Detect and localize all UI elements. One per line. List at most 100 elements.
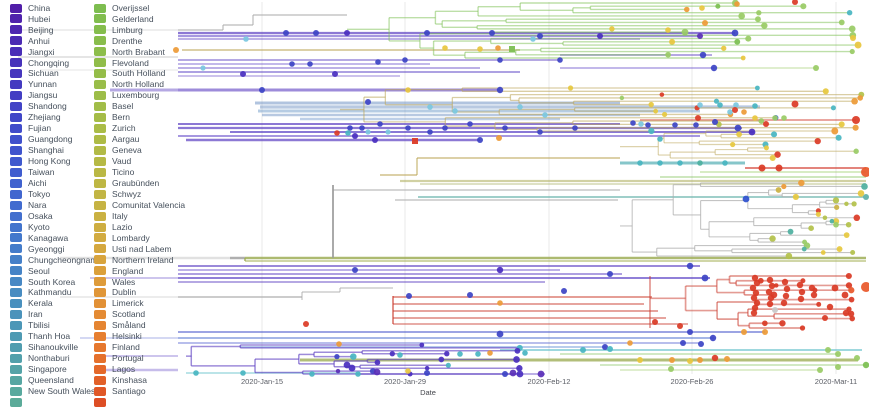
tree-tip[interactable] [766,300,774,308]
tree-tip[interactable] [497,300,503,306]
tree-tip[interactable] [848,25,856,33]
tree-tip[interactable] [697,102,703,108]
tree-tip[interactable] [787,228,794,235]
tree-tip[interactable] [748,128,756,136]
legend-item-south-holland[interactable]: South Holland [94,68,165,79]
tree-tip[interactable] [374,359,381,366]
tree-tip[interactable] [850,250,856,256]
tree-tip[interactable] [522,350,528,356]
tree-tip[interactable] [838,19,845,26]
tree-tip[interactable] [816,301,822,307]
legend-item-luxembourg[interactable]: Luxembourg [94,90,159,101]
tree-tip[interactable] [424,370,430,376]
tree-tip[interactable] [702,20,708,26]
tree-tip[interactable] [850,35,856,41]
tree-tip[interactable] [537,33,543,39]
tree-tip[interactable] [334,130,340,136]
legend-item-iran[interactable]: Iran [10,309,43,320]
tree-tip[interactable] [336,341,342,347]
legend-item-kanagawa[interactable]: Kanagawa [10,232,68,243]
legend-item-china[interactable]: China [10,3,50,14]
tree-tip[interactable] [509,369,517,377]
tree-tip[interactable] [758,118,765,124]
tree-tip[interactable] [846,9,853,16]
tree-tip[interactable] [477,46,483,52]
tree-tip[interactable] [799,325,806,331]
tree-tip[interactable] [389,351,395,357]
tree-tip[interactable] [853,214,861,222]
legend-item-col2-partial[interactable] [94,397,106,407]
tree-tip[interactable] [365,129,371,135]
tree-tip[interactable] [332,71,338,77]
tree-tip[interactable] [684,6,690,13]
tree-tip[interactable] [677,160,683,166]
tree-tip[interactable] [841,291,849,299]
tree-tip[interactable] [609,26,615,32]
tree-tip[interactable] [442,125,448,131]
tree-tip[interactable] [487,350,493,356]
tree-tip[interactable] [832,197,840,204]
tree-tip[interactable] [502,371,508,377]
tree-tip[interactable] [697,33,703,39]
tree-tip[interactable] [854,355,860,361]
legend-item-taiwan[interactable]: Taiwan [10,167,54,178]
tree-tip[interactable] [572,125,578,131]
tree-tip[interactable] [405,87,411,93]
tree-tip[interactable] [530,36,536,42]
tree-tip[interactable] [385,129,391,135]
tree-tip[interactable] [419,342,425,348]
tree-tip[interactable] [537,129,543,135]
tree-tip[interactable] [457,351,463,357]
tree-tip[interactable] [797,295,805,303]
tree-tip[interactable] [514,347,521,354]
tree-tip[interactable] [173,47,179,53]
tree-tip[interactable] [767,294,775,302]
legend-item-seoul[interactable]: Seoul [10,265,50,276]
tree-tip[interactable] [648,127,655,135]
tree-tip[interactable] [845,282,853,289]
legend-item-flevoland[interactable]: Flevoland [94,57,149,68]
tree-tip[interactable] [243,36,249,42]
tree-tip[interactable] [697,357,703,363]
tree-tip[interactable] [731,29,739,37]
tree-tip[interactable] [751,304,759,312]
tree-tip[interactable] [537,370,545,378]
legend-item-england[interactable]: England [94,265,143,276]
legend-item-jiangxi[interactable]: Jiangxi [10,46,54,57]
tree-tip[interactable] [648,101,654,108]
tree-tip[interactable] [785,252,793,260]
tree-tip[interactable] [857,95,864,101]
tree-tip[interactable] [768,282,776,290]
tree-tip[interactable] [452,108,458,114]
legend-item-sichuan[interactable]: Sichuan [10,68,59,79]
legend-item-singapore[interactable]: Singapore [10,364,67,375]
tree-tip[interactable] [681,28,689,36]
tree-tip[interactable] [822,88,829,95]
tree-tip[interactable] [845,221,852,228]
tree-tip[interactable] [711,354,719,362]
tree-tip[interactable] [810,291,818,299]
legend-item-guangdong[interactable]: Guangdong [10,134,72,145]
tree-tip[interactable] [751,274,759,282]
tree-tip[interactable] [734,124,742,132]
tree-tip[interactable] [661,111,668,118]
tree-tip[interactable] [289,61,295,67]
tree-tip[interactable] [442,45,448,51]
legend-item-osaka[interactable]: Osaka [10,211,53,222]
tree-tip[interactable] [763,121,769,127]
tree-tip[interactable] [849,315,856,322]
tree-tip[interactable] [496,135,502,141]
tree-tip[interactable] [772,307,778,313]
tree-tip[interactable] [833,221,839,228]
legend-item-north-brabant[interactable]: North Brabant [94,46,165,57]
tree-tip[interactable] [375,59,381,65]
tree-tip[interactable] [424,365,430,371]
tree-tip[interactable] [843,232,850,238]
legend-item-wales[interactable]: Wales [94,276,135,287]
tree-tip[interactable] [467,121,473,127]
legend-item-overijssel[interactable]: Overijssel [94,3,149,14]
tree-tip[interactable] [798,288,806,296]
legend-item-chungcheongnam[interactable]: Chungcheongnam [10,254,97,265]
tree-tip[interactable] [742,195,750,203]
tree-tip[interactable] [752,115,758,121]
